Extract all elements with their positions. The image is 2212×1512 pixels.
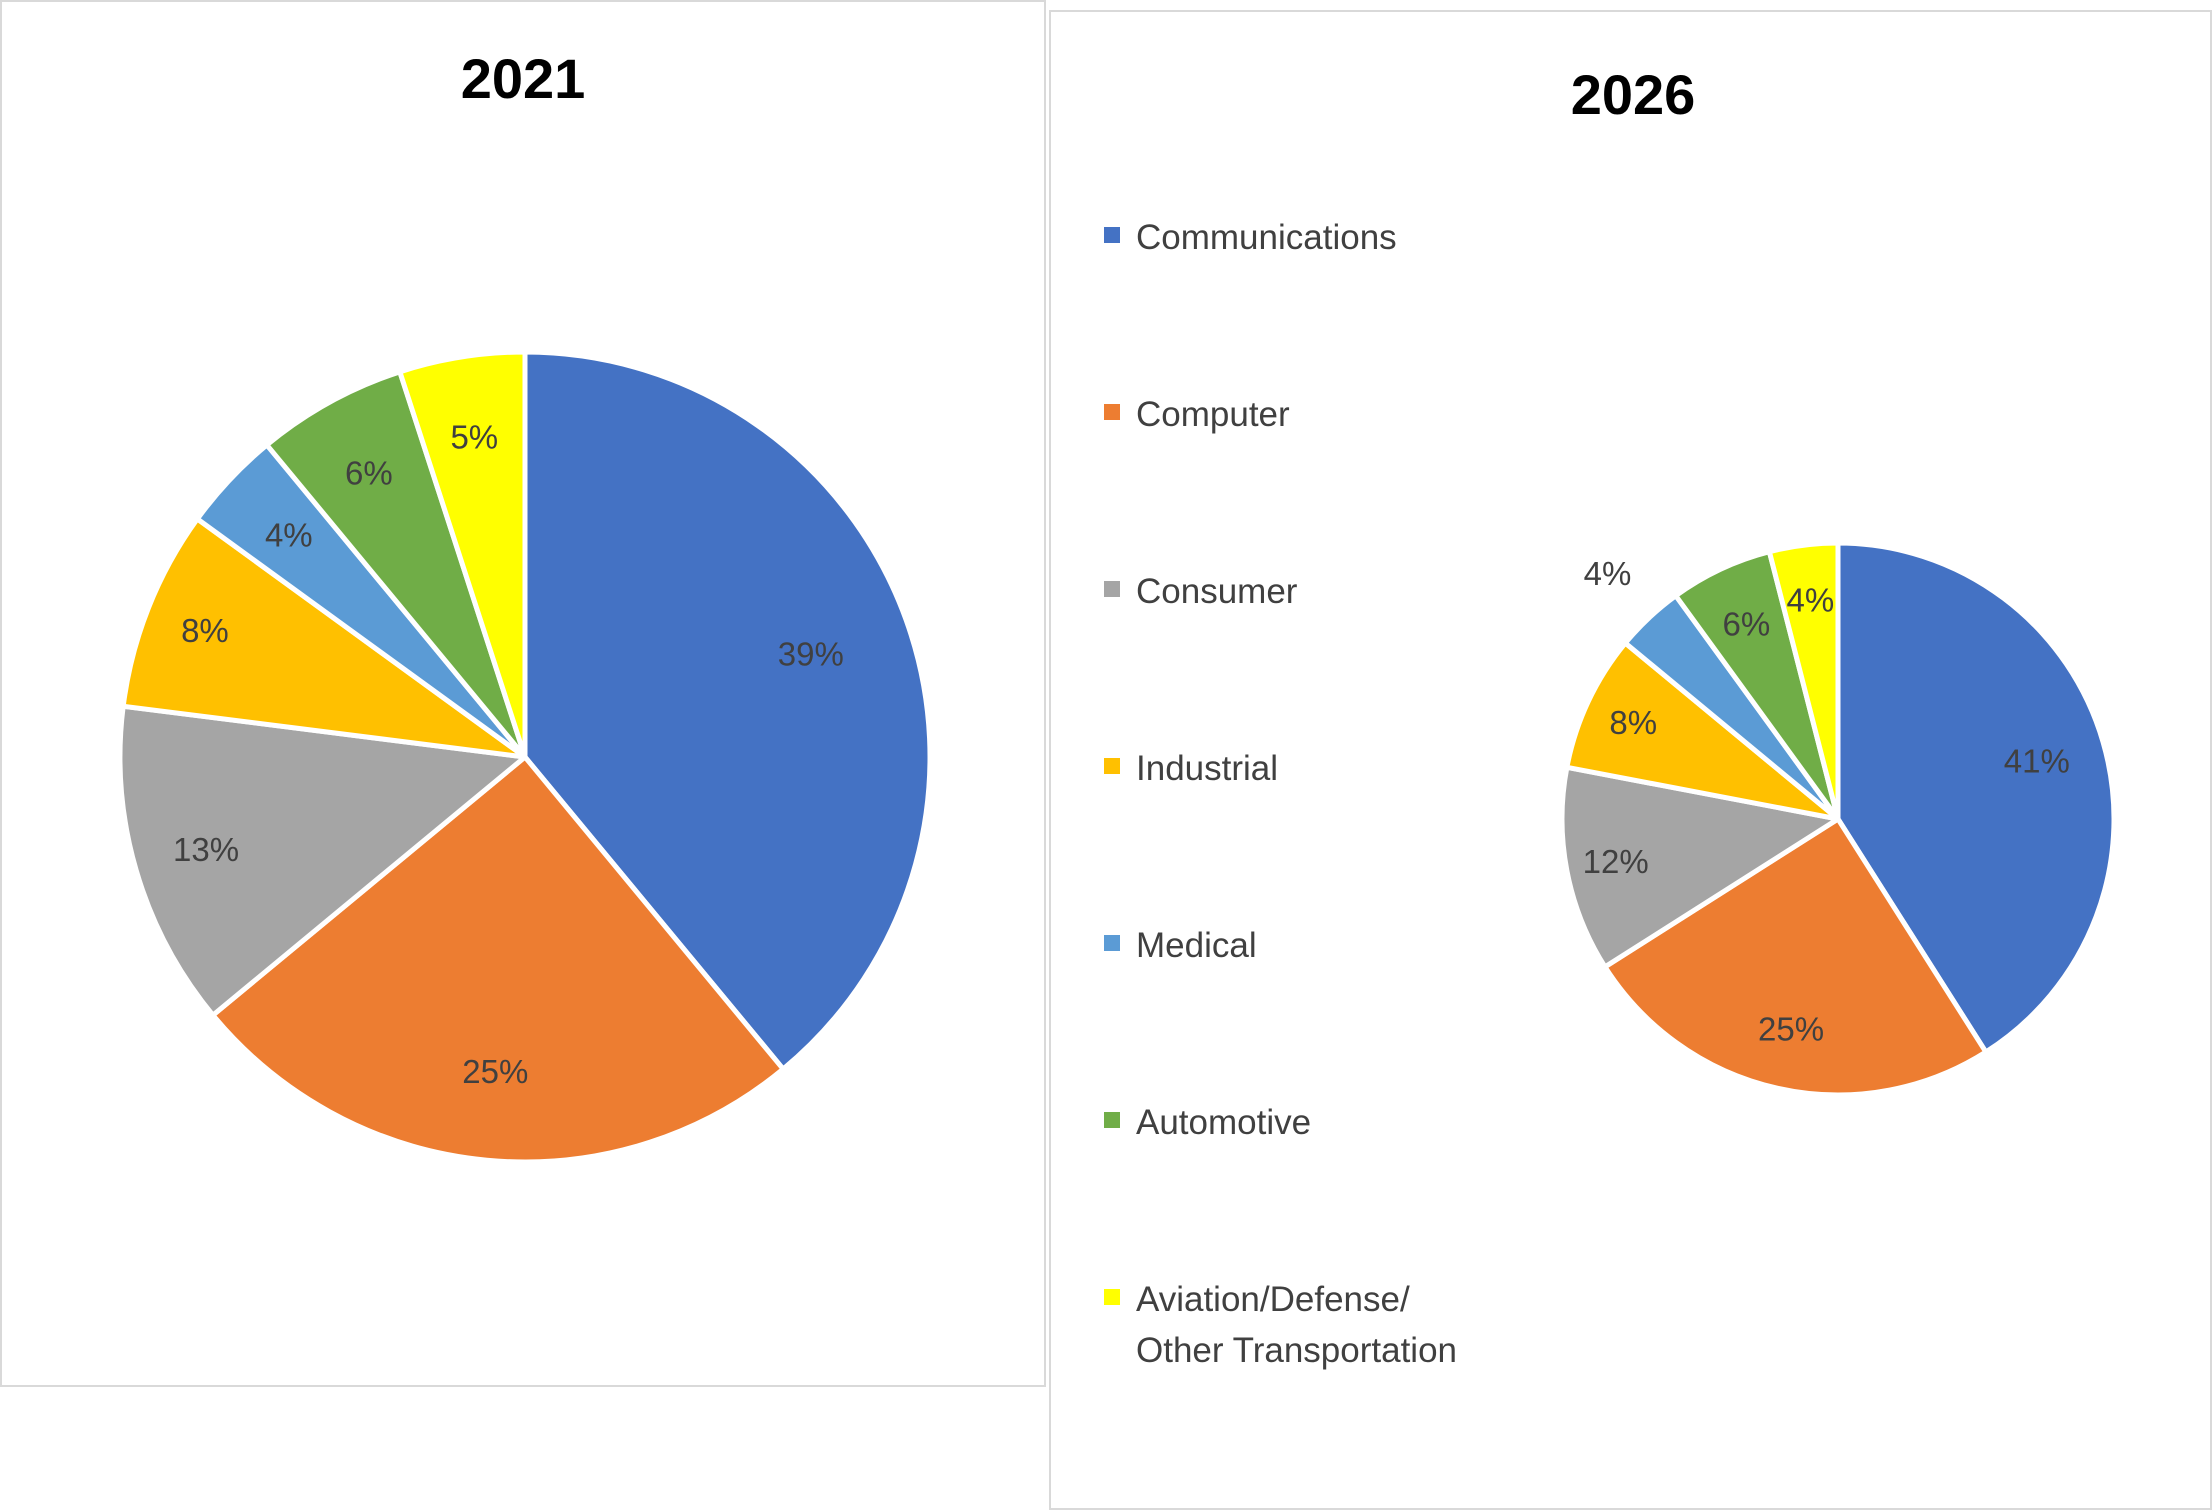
pie-slice-2021-automotive	[264, 369, 528, 760]
pie-slice-2026-industrial	[1564, 640, 1841, 822]
data-label-2026-aviation: 4%	[1786, 581, 1834, 618]
pie-slice-2021-industrial	[120, 516, 528, 760]
legend-label-industrial: Industrial	[1136, 749, 1279, 788]
legend-swatch-medical	[1104, 935, 1120, 951]
pie-slice-2026-aviation	[1766, 540, 1841, 822]
legend-label-consumer: Consumer	[1136, 572, 1298, 611]
pie-slice-2026-consumer	[1559, 764, 1841, 970]
data-label-2026-communications: 41%	[2004, 743, 2070, 780]
legend-swatch-aviation	[1104, 1289, 1120, 1305]
chart-title-2021: 2021	[460, 47, 586, 110]
chart-title-2026: 2026	[1570, 63, 1696, 126]
pie-slice-2021-aviation	[397, 349, 528, 760]
legend-swatch-industrial	[1104, 758, 1120, 774]
data-label-2026-computer: 25%	[1758, 1011, 1824, 1048]
pie-slice-2026-computer	[1602, 816, 1989, 1098]
chart-panel-2026: 2026 Communications Computer Consumer In…	[1049, 10, 2212, 1510]
legend-swatch-automotive	[1104, 1112, 1120, 1128]
data-label-2026-industrial: 8%	[1609, 704, 1657, 741]
data-label-2026-consumer: 12%	[1583, 843, 1649, 880]
legend-label-automotive: Automotive	[1136, 1103, 1312, 1142]
legend-item-automotive: Automotive	[1104, 1097, 1466, 1148]
legend-swatch-computer	[1104, 404, 1120, 420]
data-label-2021-industrial: 8%	[181, 612, 229, 649]
legend-item-consumer: Consumer	[1104, 566, 1466, 617]
legend-label-computer: Computer	[1136, 395, 1290, 434]
pie-chart-2021: 39% 25% 13% 8% 4% 6% 5%	[117, 349, 933, 1165]
data-label-2021-communications: 39%	[778, 636, 844, 673]
legend-label-aviation: Aviation/Defense/ Other Transportation	[1136, 1280, 1457, 1370]
data-label-2021-medical: 4%	[265, 517, 313, 554]
legend-swatch-consumer	[1104, 581, 1120, 597]
legend-label-medical: Medical	[1136, 926, 1257, 965]
chart-panel-2021: 2021 39% 25% 13% 8% 4% 6% 5%	[0, 0, 1046, 1387]
legend-item-industrial: Industrial	[1104, 743, 1466, 794]
data-label-2021-automotive: 6%	[345, 455, 393, 492]
legend-item-communications: Communications	[1104, 212, 1466, 263]
pie-slice-2021-communications	[522, 349, 933, 1072]
legend-item-medical: Medical	[1104, 920, 1466, 971]
legend-swatch-communications	[1104, 227, 1120, 243]
pie-slice-2021-computer	[210, 754, 786, 1165]
data-label-2021-aviation: 5%	[450, 418, 498, 455]
pie-slice-2021-consumer	[117, 703, 528, 1018]
legend-label-communications: Communications	[1136, 218, 1397, 257]
data-label-2021-consumer: 13%	[173, 831, 239, 868]
legend-item-computer: Computer	[1104, 389, 1466, 440]
data-label-2026-medical: 4%	[1584, 555, 1632, 592]
pie-chart-2026: 41% 25% 12% 8% 4% 6% 4%	[1559, 540, 2117, 1098]
data-label-2021-computer: 25%	[462, 1053, 528, 1090]
data-label-2026-automotive: 6%	[1722, 606, 1770, 643]
legend-item-aviation: Aviation/Defense/ Other Transportation	[1104, 1274, 1466, 1376]
